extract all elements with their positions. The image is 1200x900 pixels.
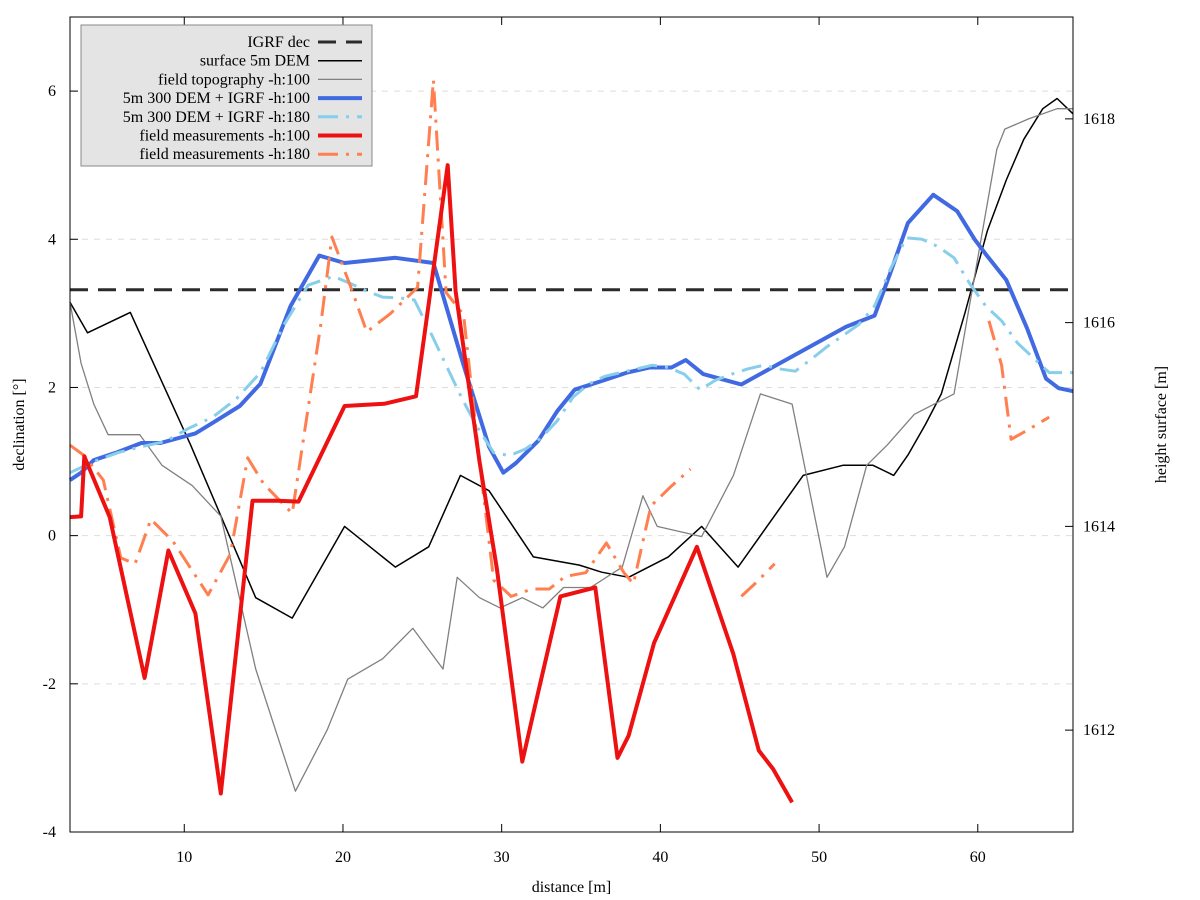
legend-label: 5m 300 DEM + IGRF -h:180 <box>123 109 310 126</box>
legend-label: 5m 300 DEM + IGRF -h:100 <box>123 90 310 107</box>
x-tick-label: 20 <box>335 849 351 866</box>
y-axis-title: declination [°] <box>11 378 28 470</box>
series-line <box>69 97 1074 619</box>
legend-label: field measurements -h:180 <box>139 146 310 163</box>
x-tick-label: 50 <box>811 849 827 866</box>
series-layer <box>68 78 1074 804</box>
y-tick-label: 0 <box>48 528 56 545</box>
plot-frame <box>69 16 1074 833</box>
x-tick-label: 10 <box>176 849 192 866</box>
ticks: -4 -2 0 2 4 6 10 20 30 40 50 60 1612 1614 1616 1618 <box>43 17 1115 866</box>
legend-label: field measurements -h:100 <box>139 128 310 145</box>
y-tick-label: -4 <box>43 824 56 841</box>
x-tick-label: 60 <box>970 849 986 866</box>
y2-tick-label: 1614 <box>1083 518 1115 535</box>
y2-tick-label: 1618 <box>1083 111 1115 128</box>
legend-label: surface 5m DEM <box>200 53 310 70</box>
y-tick-label: 4 <box>48 231 56 248</box>
legend-label: IGRF dec <box>247 34 310 51</box>
legend-label: field topography -h:100 <box>158 71 310 88</box>
x-tick-label: 30 <box>494 849 510 866</box>
series-line <box>740 562 776 598</box>
y2-tick-label: 1616 <box>1083 315 1115 332</box>
y2-tick-label: 1612 <box>1083 722 1115 739</box>
y2-axis-title: height surface [m] <box>1153 366 1170 483</box>
y-tick-label: 6 <box>48 83 56 100</box>
x-tick-label: 40 <box>652 849 668 866</box>
series-line <box>68 192 1074 482</box>
series-line <box>69 108 1073 792</box>
series-line <box>69 236 1073 475</box>
legend-box <box>80 24 373 167</box>
series-line <box>69 78 692 598</box>
series-line <box>69 163 794 804</box>
series-line <box>987 320 1050 441</box>
y-tick-label: -2 <box>43 676 56 693</box>
x-axis-title: distance [m] <box>532 879 612 896</box>
y-tick-label: 2 <box>48 379 56 396</box>
